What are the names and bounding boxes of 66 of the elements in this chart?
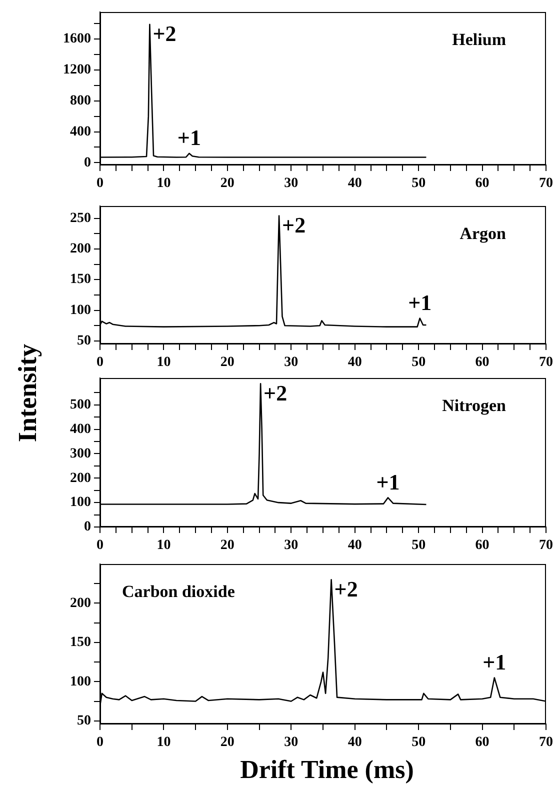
y-tick-label: 100	[70, 495, 91, 510]
x-tick-label: 70	[539, 735, 553, 750]
annotation: +2	[282, 212, 306, 238]
y-tick-label: 300	[70, 446, 91, 462]
y-tick-label: 1600	[63, 32, 91, 47]
x-tick-label: 40	[348, 176, 362, 192]
x-tick-label: 50	[412, 355, 426, 370]
x-tick-label: 50	[412, 176, 426, 192]
annotation: +2	[334, 576, 358, 602]
x-tick-label: 40	[348, 355, 362, 370]
x-tick-label: 0	[96, 355, 104, 370]
y-tick-label: 0	[84, 520, 91, 535]
y-tick-label: 400	[70, 124, 91, 140]
y-tick-label: 0	[84, 155, 91, 170]
annotation: +1	[177, 125, 201, 150]
text: Argon	[460, 224, 507, 243]
annotation: +2	[152, 21, 176, 46]
x-tick-label: 50	[412, 735, 426, 750]
y-tick-label: 250	[70, 210, 91, 226]
y-tick-label: 400	[70, 422, 91, 437]
x-tick-label: 30	[284, 176, 298, 192]
x-tick-label: 0	[96, 735, 104, 750]
y-tick-label: 800	[70, 93, 91, 108]
x-tick-label: 60	[475, 355, 490, 370]
x-tick-label: 60	[475, 735, 490, 750]
x-tick-label: 10	[156, 176, 171, 192]
x-tick-label: 0	[96, 538, 104, 554]
y-tick-label: 50	[77, 713, 91, 728]
x-tick-label: 60	[475, 538, 490, 554]
y-tick-label: 150	[70, 272, 91, 288]
x-tick-label: 70	[539, 355, 553, 370]
x-tick-label: 10	[156, 735, 171, 750]
y-tick-label: 500	[70, 397, 91, 412]
y-tick-label: 200	[70, 470, 91, 486]
y-tick-label: 200	[70, 242, 91, 257]
x-tick-label: 20	[220, 735, 234, 750]
x-tick-label: 10	[156, 538, 171, 554]
y-axis-title: Intensity	[13, 344, 43, 442]
x-tick-label: 60	[475, 176, 490, 192]
x-axis-title: Drift Time (ms)	[240, 755, 414, 785]
x-tick-label: 20	[220, 538, 234, 554]
y-tick-label: 1200	[63, 62, 91, 78]
x-tick-label: 30	[284, 735, 298, 750]
x-tick-label: 0	[96, 176, 104, 192]
annotation: +1	[408, 290, 432, 315]
annotation: +1	[482, 649, 506, 674]
text: Carbon dioxide	[122, 582, 236, 601]
x-tick-label: 50	[412, 538, 426, 554]
annotation: +2	[264, 380, 288, 406]
x-tick-label: 70	[539, 176, 553, 192]
y-tick-label: 200	[70, 596, 91, 611]
y-tick-label: 100	[70, 674, 91, 690]
y-tick-label: 50	[77, 334, 91, 349]
annotation: +1	[376, 469, 400, 494]
x-tick-label: 20	[220, 355, 234, 370]
x-tick-label: 30	[284, 538, 298, 554]
y-tick-label: 100	[70, 302, 91, 318]
y-tick-label: 150	[70, 635, 91, 650]
x-tick-label: 20	[220, 176, 234, 192]
text: Helium	[452, 30, 506, 49]
x-tick-label: 40	[348, 538, 362, 554]
x-tick-label: 40	[348, 735, 362, 750]
text: Nitrogen	[442, 396, 507, 415]
x-tick-label: 30	[284, 355, 298, 370]
x-tick-label: 10	[156, 355, 171, 370]
x-tick-label: 70	[539, 538, 553, 554]
